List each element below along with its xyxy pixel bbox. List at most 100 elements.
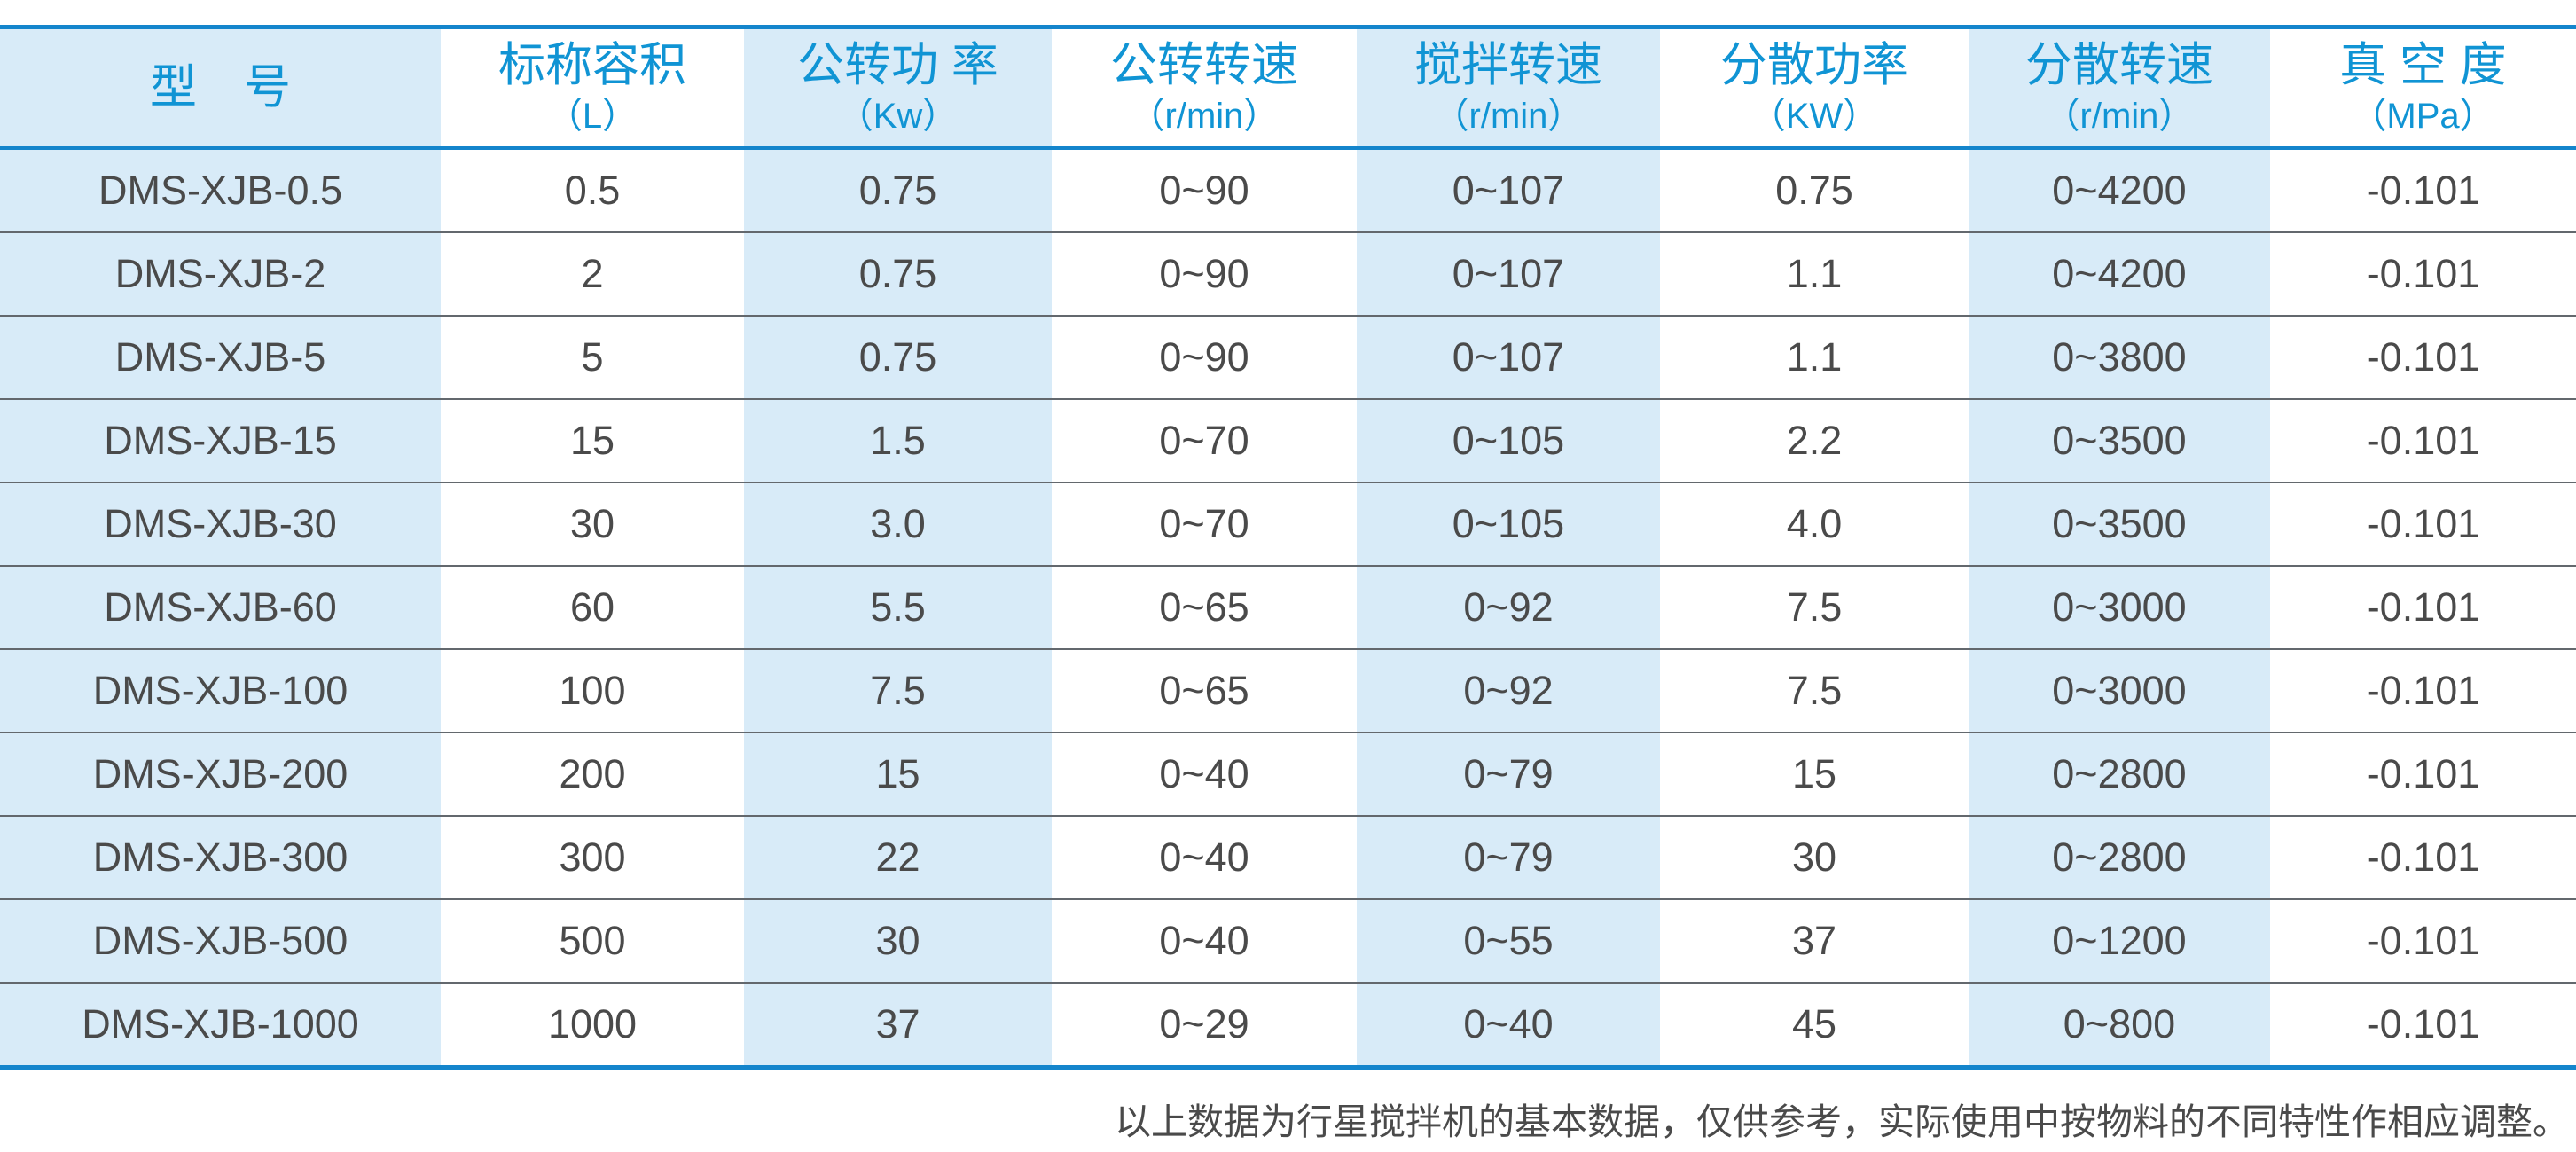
cell-nominal-volume: 200 — [441, 733, 744, 815]
header-unit-revolution-speed: （r/min） — [1129, 96, 1280, 136]
cell-stirring-speed: 0~105 — [1357, 483, 1660, 565]
cell-nominal-volume: 1000 — [441, 984, 744, 1065]
cell-revolution-power: 22 — [744, 817, 1052, 898]
table-row: DMS-XJB-1000 1000 37 0~29 0~40 45 0~800 -0.101 — [0, 982, 2576, 1065]
cell-dispersion-speed: 0~3800 — [1969, 317, 2270, 398]
header-cell-revolution-speed: 公转转速 （r/min） — [1052, 29, 1357, 146]
cell-revolution-speed: 0~90 — [1052, 317, 1357, 398]
cell-stirring-speed: 0~79 — [1357, 733, 1660, 815]
header-label-vacuum-degree: 真 空 度 — [2339, 39, 2507, 92]
cell-revolution-speed: 0~90 — [1052, 233, 1357, 315]
cell-model: DMS-XJB-60 — [0, 567, 441, 648]
cell-dispersion-power: 0.75 — [1660, 150, 1969, 231]
cell-dispersion-power: 30 — [1660, 817, 1969, 898]
cell-vacuum-degree: -0.101 — [2270, 900, 2576, 982]
cell-vacuum-degree: -0.101 — [2270, 817, 2576, 898]
cell-dispersion-speed: 0~4200 — [1969, 233, 2270, 315]
cell-revolution-speed: 0~70 — [1052, 483, 1357, 565]
cell-revolution-speed: 0~90 — [1052, 150, 1357, 231]
footer-note: 以上数据为行星搅拌机的基本数据，仅供参考，实际使用中按物料的不同特性作相应调整。 — [1115, 1101, 2569, 1142]
cell-vacuum-degree: -0.101 — [2270, 567, 2576, 648]
cell-dispersion-power: 7.5 — [1660, 567, 1969, 648]
cell-dispersion-speed: 0~4200 — [1969, 150, 2270, 231]
header-cell-model: 型 号 — [0, 29, 441, 146]
cell-dispersion-power: 1.1 — [1660, 233, 1969, 315]
cell-revolution-speed: 0~65 — [1052, 650, 1357, 732]
cell-revolution-power: 0.75 — [744, 233, 1052, 315]
cell-nominal-volume: 15 — [441, 400, 744, 482]
cell-model: DMS-XJB-5 — [0, 317, 441, 398]
cell-revolution-power: 37 — [744, 984, 1052, 1065]
cell-vacuum-degree: -0.101 — [2270, 233, 2576, 315]
header-label-stirring-speed: 搅拌转速 — [1414, 39, 1602, 92]
cell-revolution-speed: 0~40 — [1052, 817, 1357, 898]
cell-model: DMS-XJB-2 — [0, 233, 441, 315]
cell-revolution-power: 7.5 — [744, 650, 1052, 732]
table-row: DMS-XJB-30 30 3.0 0~70 0~105 4.0 0~3500 -0.101 — [0, 482, 2576, 565]
cell-revolution-speed: 0~40 — [1052, 900, 1357, 982]
header-label-dispersion-power: 分散功率 — [1720, 39, 1908, 92]
cell-revolution-power: 3.0 — [744, 483, 1052, 565]
header-unit-revolution-power: （Kw） — [837, 96, 959, 136]
header-label-model: 型 号 — [150, 61, 291, 114]
cell-stirring-speed: 0~40 — [1357, 984, 1660, 1065]
cell-vacuum-degree: -0.101 — [2270, 150, 2576, 231]
cell-dispersion-power: 2.2 — [1660, 400, 1969, 482]
cell-stirring-speed: 0~107 — [1357, 317, 1660, 398]
spec-table: 型 号标称容积 （L） 公转功 率（Kw） 公转转速 （r/min） 搅拌转速 （r/min… — [0, 25, 2576, 1070]
cell-nominal-volume: 2 — [441, 233, 744, 315]
cell-model: DMS-XJB-15 — [0, 400, 441, 482]
cell-model: DMS-XJB-30 — [0, 483, 441, 565]
cell-model: DMS-XJB-300 — [0, 817, 441, 898]
cell-vacuum-degree: -0.101 — [2270, 483, 2576, 565]
table-row: DMS-XJB-300 300 22 0~40 0~79 30 0~2800 -0.101 — [0, 815, 2576, 898]
cell-nominal-volume: 30 — [441, 483, 744, 565]
table-row: DMS-XJB-500 500 30 0~40 0~55 37 0~1200 -0.101 — [0, 898, 2576, 982]
cell-stirring-speed: 0~92 — [1357, 650, 1660, 732]
cell-revolution-speed: 0~70 — [1052, 400, 1357, 482]
cell-dispersion-power: 45 — [1660, 984, 1969, 1065]
cell-model: DMS-XJB-0.5 — [0, 150, 441, 231]
header-cell-stirring-speed: 搅拌转速 （r/min） — [1357, 29, 1660, 146]
table-row: DMS-XJB-5 5 0.75 0~90 0~107 1.1 0~3800 -0.101 — [0, 315, 2576, 398]
cell-model: DMS-XJB-1000 — [0, 984, 441, 1065]
cell-stirring-speed: 0~55 — [1357, 900, 1660, 982]
table-row: DMS-XJB-60 60 5.5 0~65 0~92 7.5 0~3000 -0.101 — [0, 565, 2576, 648]
header-label-revolution-speed: 公转转速 — [1110, 39, 1298, 92]
cell-model: DMS-XJB-100 — [0, 650, 441, 732]
cell-dispersion-power: 7.5 — [1660, 650, 1969, 732]
header-cell-revolution-power: 公转功 率（Kw） — [744, 29, 1052, 146]
table-row: DMS-XJB-15 15 1.5 0~70 0~105 2.2 0~3500 -0.101 — [0, 398, 2576, 482]
cell-revolution-speed: 0~29 — [1052, 984, 1357, 1065]
table-row: DMS-XJB-100 100 7.5 0~65 0~92 7.5 0~3000 -0.101 — [0, 648, 2576, 732]
header-cell-vacuum-degree: 真 空 度（MPa） — [2270, 29, 2576, 146]
cell-vacuum-degree: -0.101 — [2270, 733, 2576, 815]
cell-revolution-power: 0.75 — [744, 317, 1052, 398]
header-label-nominal-volume: 标称容积 — [498, 39, 686, 92]
header-unit-stirring-speed: （r/min） — [1433, 96, 1584, 136]
header-label-dispersion-speed: 分散转速 — [2025, 39, 2213, 92]
header-cell-dispersion-speed: 分散转速 （r/min） — [1969, 29, 2270, 146]
header-unit-dispersion-power: （KW） — [1750, 96, 1879, 136]
table-row: DMS-XJB-0.5 0.5 0.75 0~90 0~107 0.75 0~4200 -0.… — [0, 150, 2576, 231]
header-unit-vacuum-degree: （MPa） — [2351, 96, 2495, 136]
cell-nominal-volume: 0.5 — [441, 150, 744, 231]
cell-stirring-speed: 0~79 — [1357, 817, 1660, 898]
cell-stirring-speed: 0~107 — [1357, 150, 1660, 231]
cell-nominal-volume: 100 — [441, 650, 744, 732]
cell-vacuum-degree: -0.101 — [2270, 650, 2576, 732]
cell-model: DMS-XJB-200 — [0, 733, 441, 815]
cell-dispersion-power: 4.0 — [1660, 483, 1969, 565]
table-header-row: 型 号标称容积 （L） 公转功 率（Kw） 公转转速 （r/min） 搅拌转速 （r/min… — [0, 25, 2576, 150]
cell-revolution-power: 1.5 — [744, 400, 1052, 482]
cell-dispersion-speed: 0~1200 — [1969, 900, 2270, 982]
cell-dispersion-speed: 0~3500 — [1969, 400, 2270, 482]
table-body: DMS-XJB-0.5 0.5 0.75 0~90 0~107 0.75 0~4200 -0.… — [0, 150, 2576, 1070]
cell-nominal-volume: 60 — [441, 567, 744, 648]
cell-dispersion-power: 37 — [1660, 900, 1969, 982]
cell-dispersion-power: 1.1 — [1660, 317, 1969, 398]
cell-nominal-volume: 500 — [441, 900, 744, 982]
cell-revolution-speed: 0~65 — [1052, 567, 1357, 648]
header-unit-dispersion-speed: （r/min） — [2044, 96, 2195, 136]
